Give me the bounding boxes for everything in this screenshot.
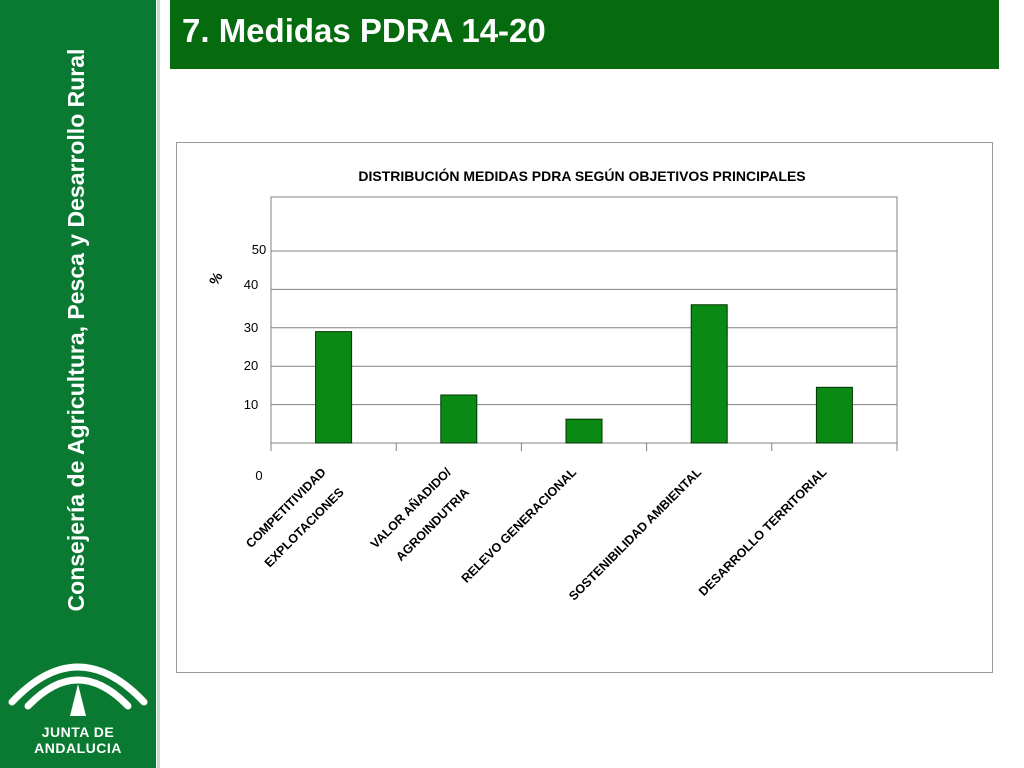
chart-frame: DISTRIBUCIÓN MEDIDAS PDRA SEGÚN OBJETIVO… xyxy=(176,142,993,673)
bar-1 xyxy=(440,394,478,444)
x-tick-label-2-0: RELEVO GENERACIONAL xyxy=(459,465,580,586)
y-tick-label-3: 30 xyxy=(244,320,258,335)
y-tick-label-2: 20 xyxy=(244,358,258,373)
title-bar: 7. Medidas PDRA 14-20 xyxy=(170,0,999,69)
y-axis-label: % xyxy=(206,269,226,288)
logo-text: JUNTA DE ANDALUCIA xyxy=(34,724,122,756)
bar-3 xyxy=(690,304,728,444)
y-tick-label-0: 0 xyxy=(255,468,262,483)
bar-4 xyxy=(815,386,853,444)
y-tick-label-5: 50 xyxy=(252,242,266,257)
chart-title: DISTRIBUCIÓN MEDIDAS PDRA SEGÚN OBJETIVO… xyxy=(358,167,805,184)
page-title: 7. Medidas PDRA 14-20 xyxy=(182,12,546,49)
sidebar-divider xyxy=(157,0,160,768)
y-tick-label-1: 10 xyxy=(244,397,258,412)
y-tick-label-4: 40 xyxy=(244,277,258,292)
department-name: Consejería de Agricultura, Pesca y Desar… xyxy=(63,48,89,612)
x-tick-label-3-0: SOSTENIBILIDAD AMBIENTAL xyxy=(566,465,704,603)
bar-chart: DISTRIBUCIÓN MEDIDAS PDRA SEGÚN OBJETIVO… xyxy=(206,167,898,603)
plot-area xyxy=(270,196,898,444)
sidebar: Consejería de Agricultura, Pesca y Desar… xyxy=(0,0,156,768)
bar-2 xyxy=(565,418,603,444)
junta-andalucia-logo-icon xyxy=(8,663,148,716)
x-tick-label-4-0: DESARROLLO TERRITORIAL xyxy=(696,465,830,599)
x-tick-label-1-1: AGROINDUTRIA xyxy=(393,485,472,564)
bar-0 xyxy=(315,331,353,444)
